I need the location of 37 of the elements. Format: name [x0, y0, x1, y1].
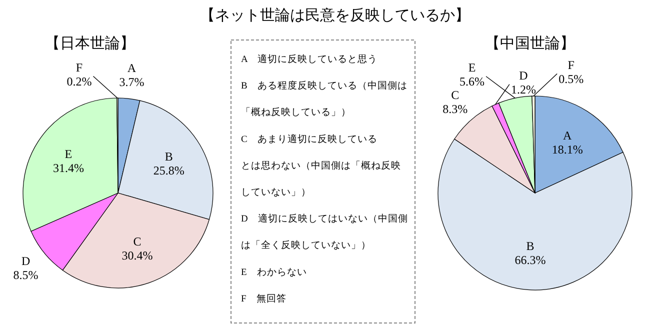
text: C あまり適切に反映している [241, 132, 378, 145]
text: 「概ね反映している」） [241, 106, 351, 118]
data-label: 18.1% [552, 142, 583, 156]
data-label: 0.2% [66, 74, 92, 88]
slice-label: E [468, 60, 476, 74]
slice-label: C [133, 234, 142, 249]
slice-label: A [127, 61, 136, 76]
slice-label: D [21, 254, 30, 268]
text: A 適切に反映していると思う [241, 53, 378, 65]
slice-label: A [563, 128, 572, 142]
data-label: 31.4% [52, 161, 84, 176]
slice-label: D [519, 68, 528, 82]
data-label: 8.3% [442, 102, 468, 116]
slice-label: E [64, 147, 72, 162]
text: していない」） [241, 187, 311, 198]
chart-title: 【中国世論】 [485, 35, 575, 52]
slice-label: F [568, 58, 575, 72]
data-label: 8.5% [13, 268, 38, 282]
text: F 無回答 [241, 292, 286, 304]
text: とは思わない（中国側は「概ね反映 [241, 159, 401, 172]
data-label: 0.5% [558, 72, 584, 86]
text: E わからない [241, 266, 307, 278]
chart-title: 【日本世論】 [45, 35, 135, 52]
slice-label: C [451, 88, 460, 102]
data-label: 66.3% [514, 252, 546, 267]
data-label: 3.7% [119, 75, 144, 90]
data-label: 30.4% [122, 248, 153, 263]
slice-label: F [76, 60, 83, 74]
data-label: 1.2% [510, 82, 536, 96]
text: B ある程度反映している（中国側は [241, 80, 408, 92]
slice-label: B [164, 149, 173, 164]
data-label: 5.6% [460, 74, 485, 88]
data-label: 25.8% [153, 163, 184, 178]
text: D 適切に反映してはいない（中国側 [241, 212, 408, 225]
text: 【ネット世論は民意を反映しているか】 [200, 7, 470, 24]
text: は「全く反映していない」） [241, 239, 371, 252]
slice-label: B [526, 238, 534, 253]
